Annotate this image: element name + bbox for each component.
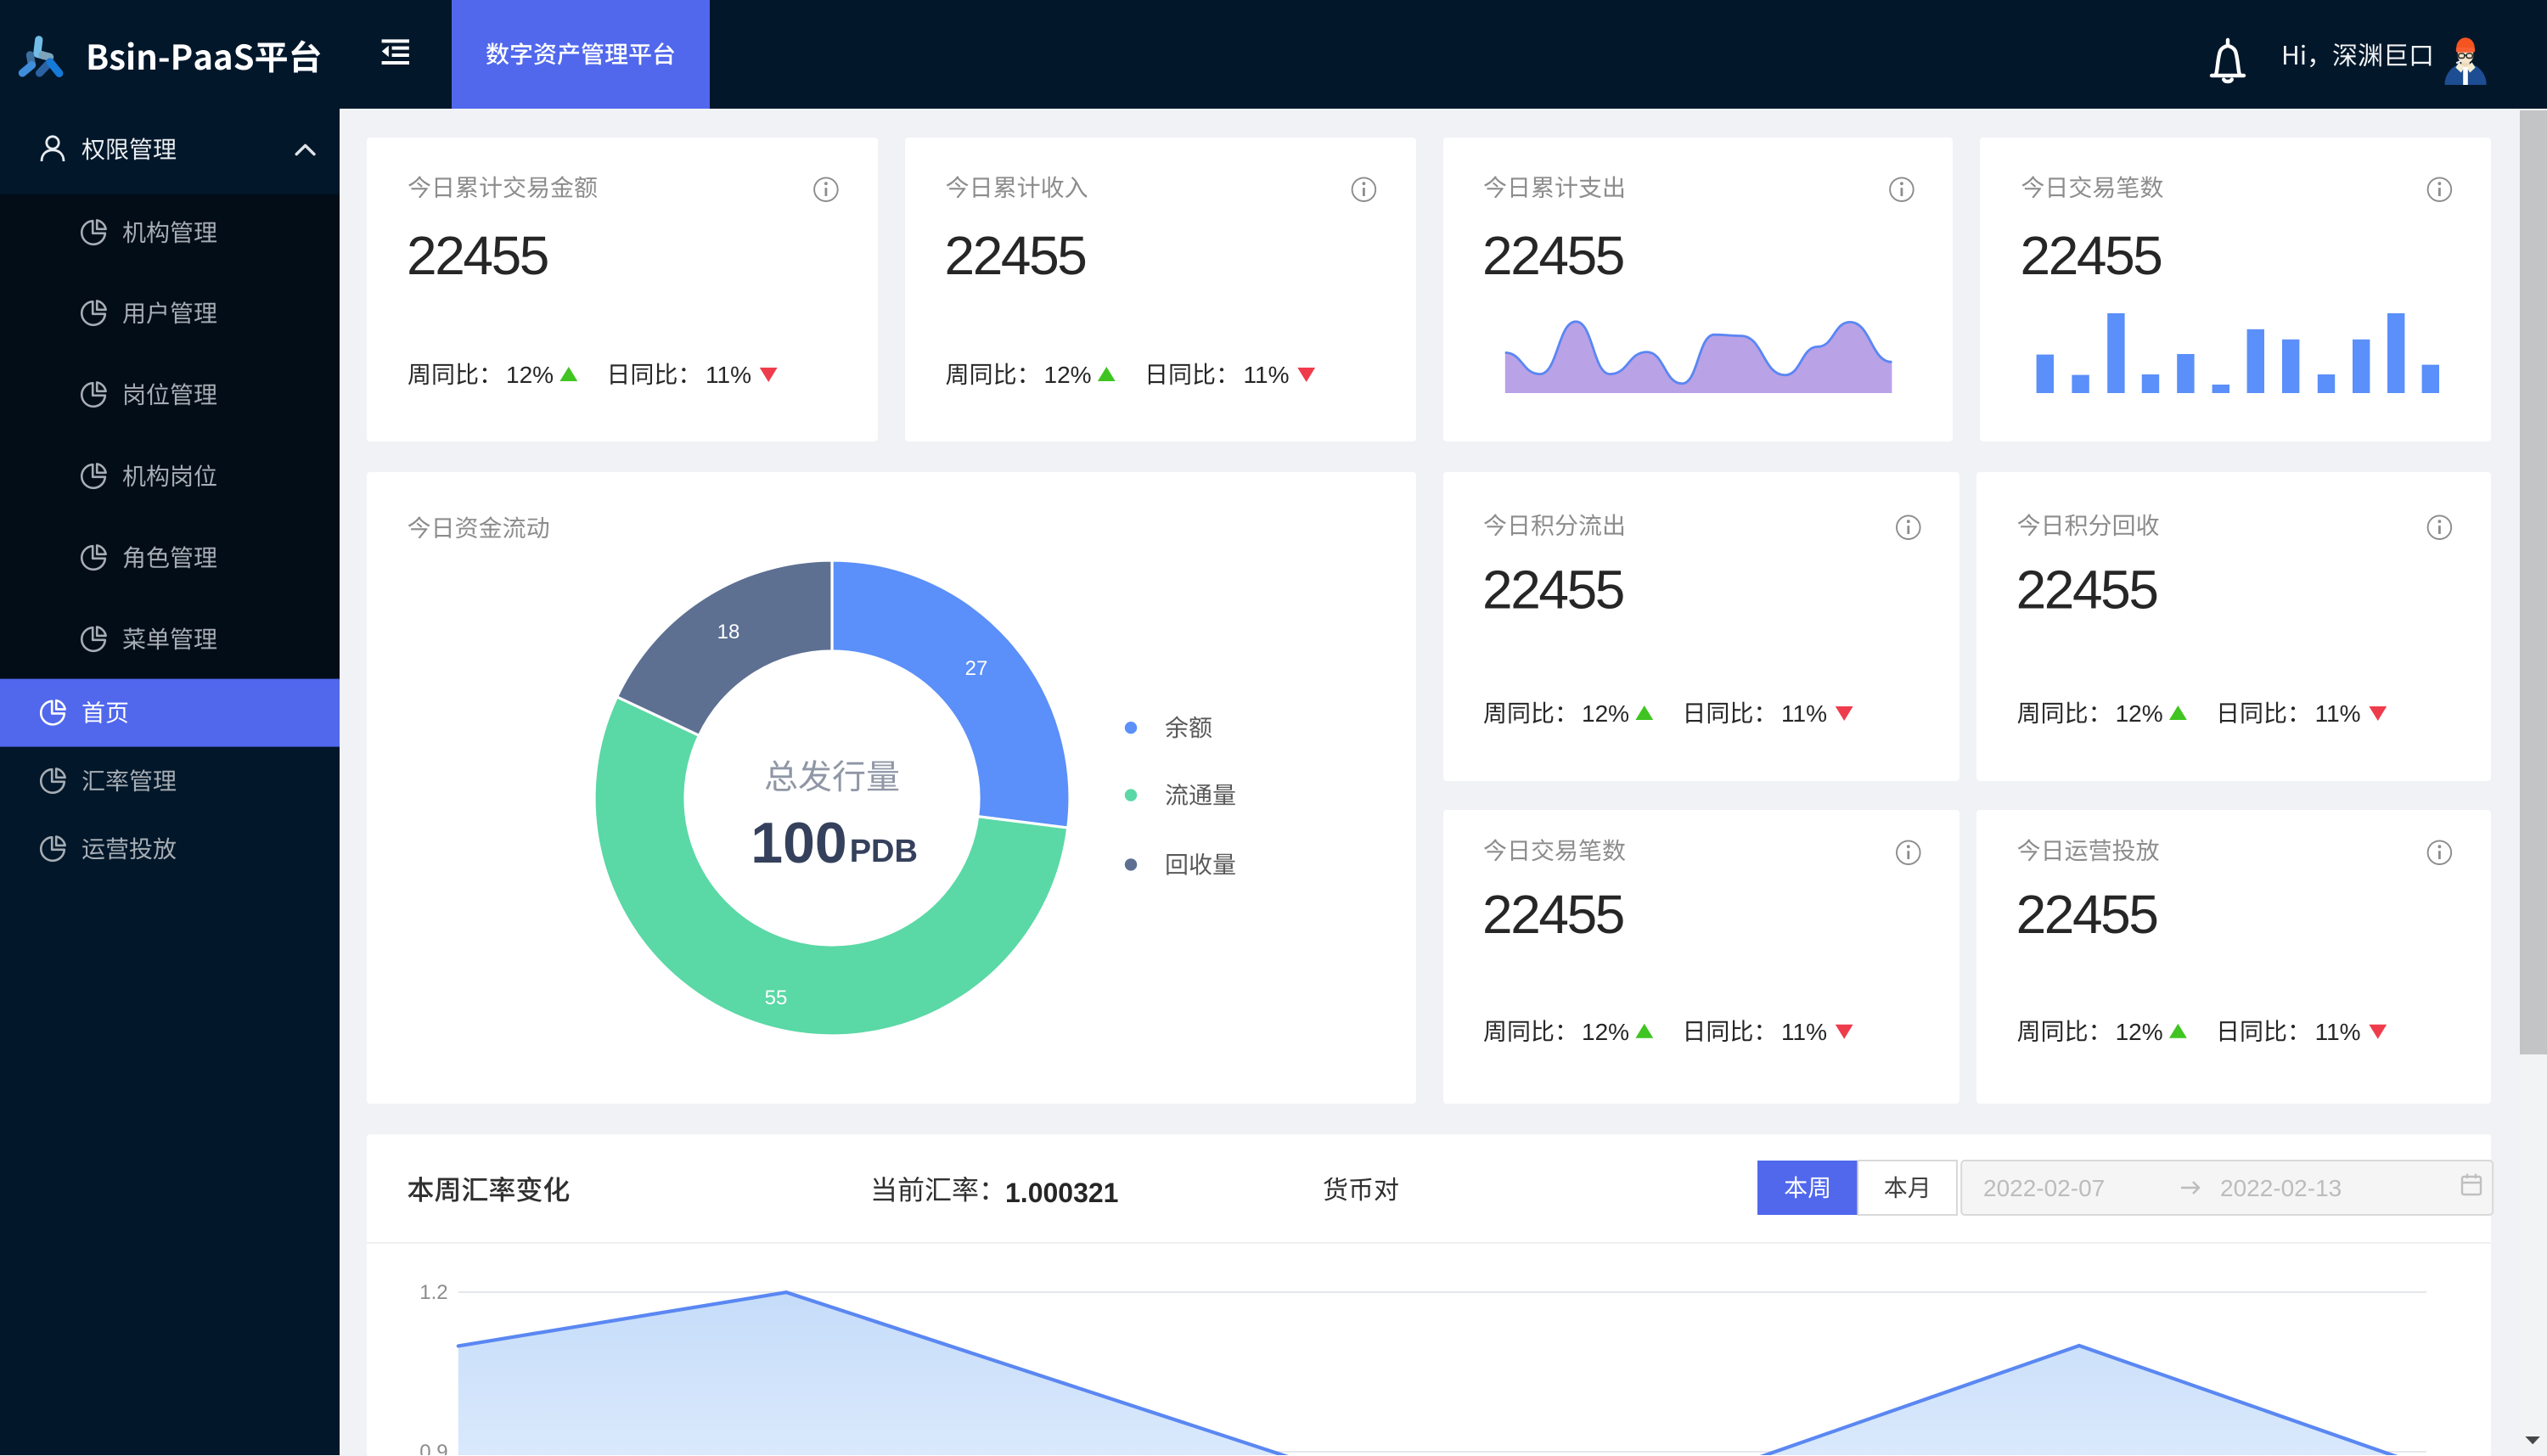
svg-text:PDB: PDB: [850, 834, 918, 869]
svg-text:18: 18: [717, 621, 740, 644]
svg-text:22455: 22455: [2016, 559, 2157, 620]
svg-text:22455: 22455: [1482, 884, 1623, 945]
svg-text:11%: 11%: [1781, 1019, 1827, 1045]
svg-text:22455: 22455: [2021, 225, 2162, 286]
svg-text:12%: 12%: [506, 362, 554, 388]
svg-text:12%: 12%: [1582, 700, 1629, 727]
svg-text:100: 100: [751, 811, 846, 875]
svg-text:1.000321: 1.000321: [1005, 1178, 1118, 1208]
svg-text:1.2: 1.2: [419, 1281, 447, 1304]
svg-text:12%: 12%: [1044, 362, 1092, 388]
svg-text:11%: 11%: [1244, 362, 1290, 388]
svg-text:22455: 22455: [945, 225, 1086, 286]
svg-text:22455: 22455: [407, 225, 548, 286]
svg-text:2022-02-13: 2022-02-13: [2220, 1175, 2342, 1201]
svg-text:11%: 11%: [2315, 700, 2361, 727]
svg-text:22455: 22455: [1482, 225, 1623, 286]
svg-text:12%: 12%: [2116, 700, 2163, 727]
svg-text:2022-02-07: 2022-02-07: [1983, 1175, 2105, 1201]
svg-text:22455: 22455: [2016, 884, 2157, 945]
svg-text:22455: 22455: [1482, 559, 1623, 620]
svg-text:11%: 11%: [1781, 700, 1827, 727]
svg-text:12%: 12%: [1582, 1019, 1629, 1045]
svg-text:27: 27: [965, 657, 988, 680]
svg-text:11%: 11%: [706, 362, 751, 388]
svg-text:0.9: 0.9: [419, 1441, 447, 1455]
svg-text:12%: 12%: [2116, 1019, 2163, 1045]
svg-text:11%: 11%: [2315, 1019, 2361, 1045]
svg-text:55: 55: [765, 987, 788, 1009]
